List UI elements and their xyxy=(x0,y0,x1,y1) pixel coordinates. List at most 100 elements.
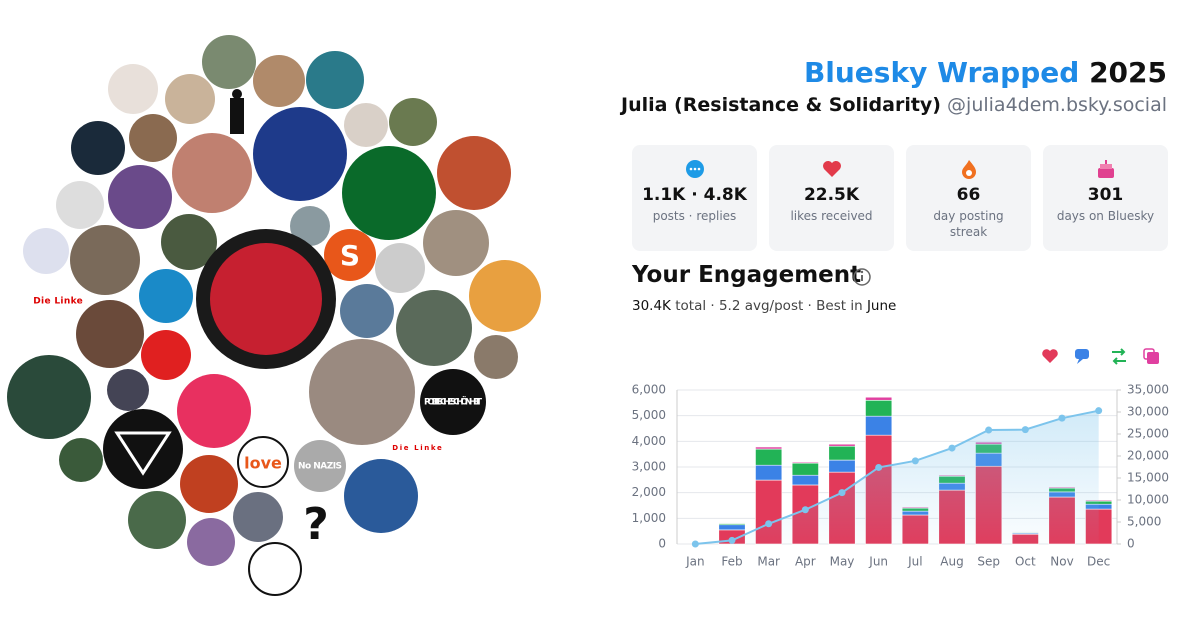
avatar xyxy=(103,409,183,489)
bar-segment xyxy=(755,464,783,481)
avatar xyxy=(71,121,125,175)
bar-segment xyxy=(975,465,1003,545)
bar-segment xyxy=(975,443,1003,454)
y-tick-label: 3,000 xyxy=(632,460,666,474)
legend-icon xyxy=(1143,348,1155,360)
avatar xyxy=(161,214,217,270)
bar-segment xyxy=(828,445,856,461)
avatar xyxy=(342,146,436,240)
stat-card: 1.1K · 4.8K posts · replies xyxy=(632,145,757,251)
bar-segment xyxy=(791,462,819,476)
avatar-icon xyxy=(232,89,242,99)
bar-segment xyxy=(755,448,783,466)
stat-label: days on Bluesky xyxy=(1056,209,1155,223)
avatar xyxy=(253,55,305,107)
avatar-label: POLITISCHE SCHÖNHEIT xyxy=(424,397,483,408)
icon xyxy=(1098,160,1114,178)
avatar xyxy=(7,355,91,439)
point xyxy=(765,520,773,528)
bar-segment xyxy=(1048,486,1076,489)
bar-segment xyxy=(1085,508,1113,545)
avatar-icon xyxy=(114,431,172,476)
bar-segment xyxy=(1011,531,1039,533)
avatar xyxy=(141,330,191,380)
avatar xyxy=(172,133,252,213)
point xyxy=(728,536,736,544)
avatar xyxy=(420,369,486,435)
bar-segment xyxy=(975,441,1003,445)
icon xyxy=(686,160,704,178)
point xyxy=(948,444,956,452)
avatar xyxy=(389,98,437,146)
avatar xyxy=(180,455,238,513)
avatar xyxy=(469,260,541,332)
avatar-label: ? xyxy=(303,499,329,550)
y2-tick-label: 0 xyxy=(1127,537,1135,551)
line xyxy=(695,409,1099,545)
y2-tick-label: 30,000 xyxy=(1127,405,1169,419)
avatar xyxy=(344,459,418,533)
avatar xyxy=(202,35,256,89)
legend xyxy=(1042,348,1159,365)
point xyxy=(801,506,809,514)
bar-segment xyxy=(718,522,746,524)
x-tick-label: Mar xyxy=(757,555,780,569)
x-tick-label: Nov xyxy=(1050,555,1073,569)
y-tick-label: 2,000 xyxy=(632,485,666,499)
avatar xyxy=(306,51,364,109)
y2-tick-label: 5,000 xyxy=(1127,515,1161,529)
bar-segment xyxy=(1011,533,1039,545)
avatar xyxy=(237,436,289,488)
bar-segment xyxy=(718,523,746,526)
bar-segment xyxy=(975,452,1003,467)
x-tick-label: Jan xyxy=(685,555,705,569)
avatar xyxy=(76,300,144,368)
avatar xyxy=(248,542,302,596)
section-title-text: Your Engagement xyxy=(632,262,862,288)
avatar xyxy=(253,107,347,201)
legend-icon xyxy=(1112,348,1126,365)
avatar xyxy=(474,335,518,379)
avatar xyxy=(177,374,251,448)
y-tick-label: 6,000 xyxy=(632,383,666,397)
bar-segment xyxy=(791,484,819,545)
stat-value: 1.1K · 4.8K xyxy=(642,185,747,205)
title: Bluesky Wrapped 2025 xyxy=(804,56,1167,89)
bar-segment xyxy=(755,479,783,545)
avatar xyxy=(344,103,388,147)
bar-segment xyxy=(865,415,893,436)
bar-segment xyxy=(865,399,893,417)
avatar xyxy=(59,438,103,482)
avatar xyxy=(165,74,215,124)
avatar xyxy=(290,206,330,246)
avatar xyxy=(396,290,472,366)
total-label: total · xyxy=(675,298,715,314)
avatar xyxy=(107,369,149,411)
point xyxy=(1058,414,1066,422)
bar-segment xyxy=(938,482,966,491)
avatar xyxy=(187,518,235,566)
y-tick-label: 5,000 xyxy=(632,408,666,422)
stat-label: day posting streak xyxy=(933,209,1004,239)
stat-card: 301 days on Bluesky xyxy=(1043,145,1168,251)
bar-segment xyxy=(755,446,783,450)
legend-icon xyxy=(1075,349,1089,359)
x-tick-label: Jul xyxy=(907,555,922,569)
avatar xyxy=(70,225,140,295)
bar-segment xyxy=(1085,499,1113,502)
bar-segment xyxy=(1048,491,1076,498)
avatar-label: Die Linke xyxy=(392,444,442,452)
x-tick-label: Feb xyxy=(721,555,742,569)
section-title: Your Engagement xyxy=(632,262,861,288)
x-tick-label: Oct xyxy=(1015,555,1036,569)
avatar xyxy=(108,165,172,229)
user: Julia (Resistance & Solidarity) @julia4d… xyxy=(621,94,1167,116)
avatar-icon xyxy=(230,98,244,134)
handle: @julia4dem.bsky.social xyxy=(947,94,1167,116)
bar-segment xyxy=(718,524,746,531)
avatar xyxy=(128,491,186,549)
bar-segment xyxy=(1011,532,1039,535)
y-tick-label: 1,000 xyxy=(632,511,666,525)
bar-segment xyxy=(828,443,856,447)
